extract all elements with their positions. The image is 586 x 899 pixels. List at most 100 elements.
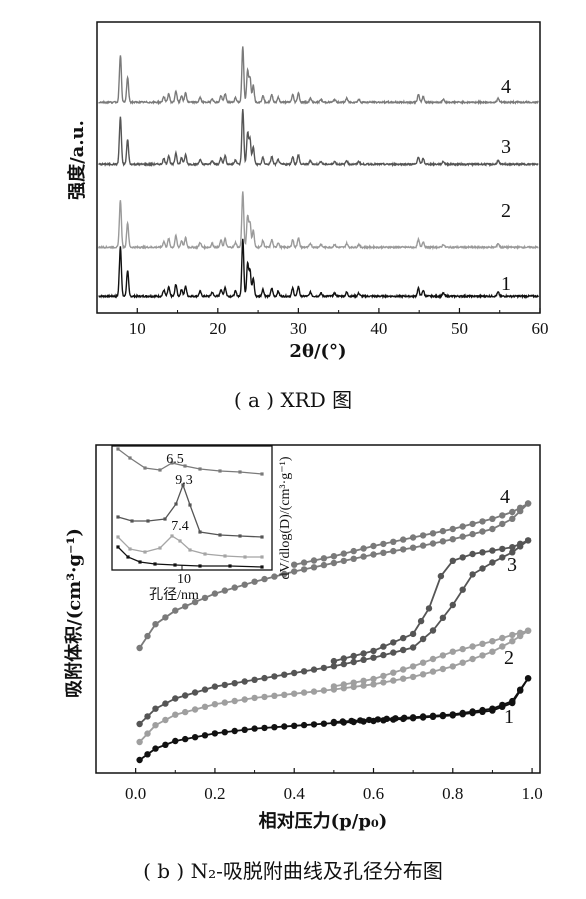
bet-point-4 xyxy=(429,540,437,547)
bet-point-4 xyxy=(409,534,417,541)
bet-point-3 xyxy=(221,681,228,689)
bet-point-4 xyxy=(310,557,318,564)
inset-point-3 xyxy=(218,533,222,537)
bet-point-4 xyxy=(350,555,357,562)
bet-caption: ( b ) N₂-吸脱附曲线及孔径分布图 xyxy=(143,859,443,883)
bet-point-3 xyxy=(310,666,318,673)
bet-point-3 xyxy=(509,549,516,556)
bet-point-3 xyxy=(517,540,524,547)
bet-point-2 xyxy=(136,738,143,746)
bet-point-3 xyxy=(499,545,506,553)
bet-tick-label: 0.8 xyxy=(442,784,463,803)
inset-peak-label-65: 6.5 xyxy=(166,452,184,467)
bet-point-3 xyxy=(340,655,347,662)
xrd-tick-label: 50 xyxy=(451,319,468,338)
inset-point-4 xyxy=(128,456,132,460)
inset-point-4 xyxy=(238,470,242,474)
bet-point-4 xyxy=(449,536,456,543)
bet-point-1 xyxy=(172,737,179,745)
inset-point-2 xyxy=(178,539,182,543)
bet-point-1 xyxy=(182,735,189,743)
bet-point-4 xyxy=(182,603,189,610)
bet-point-1 xyxy=(291,722,298,729)
inset-point-2 xyxy=(170,534,174,538)
bet-point-3 xyxy=(437,572,445,580)
inset-point-3 xyxy=(198,530,202,534)
bet-point-4 xyxy=(231,584,238,591)
xrd-tick-label: 10 xyxy=(129,319,146,338)
bet-point-2 xyxy=(191,706,199,713)
inset-point-2 xyxy=(158,546,162,550)
bet-point-3 xyxy=(152,705,159,712)
bet-point-4 xyxy=(489,515,496,522)
bet-point-4 xyxy=(439,538,447,545)
bet-x-axis-title: 相对压力(p/p₀) xyxy=(259,810,388,832)
bet-point-4 xyxy=(291,561,298,568)
bet-point-1 xyxy=(449,711,456,718)
bet-point-1 xyxy=(509,697,516,705)
bet-point-3 xyxy=(291,669,298,677)
inset-peak-label-74: 7.4 xyxy=(171,519,189,534)
inset-point-1 xyxy=(198,564,202,568)
bet-point-3 xyxy=(479,565,486,572)
xrd-curves xyxy=(97,46,540,300)
bet-point-2 xyxy=(300,689,308,696)
bet-point-2 xyxy=(439,652,447,659)
bet-point-4 xyxy=(172,607,179,614)
bet-point-3 xyxy=(469,571,476,578)
inset-point-1 xyxy=(153,562,157,566)
xrd-curve-3 xyxy=(98,109,539,168)
inset-y-axis-title: dV/dlog(D)/(cm³·g⁻¹) xyxy=(278,456,293,579)
bet-point-2 xyxy=(251,694,258,702)
inset-x-axis-title: 孔径/nm xyxy=(149,587,199,603)
bet-point-1 xyxy=(524,675,532,682)
bet-point-2 xyxy=(419,671,427,678)
bet-point-4 xyxy=(419,542,427,549)
inset-point-4 xyxy=(218,469,222,473)
inset-point-4 xyxy=(143,466,147,470)
bet-point-4 xyxy=(300,566,308,573)
inset-point-4 xyxy=(260,472,264,476)
bet-point-3 xyxy=(370,647,377,655)
xrd-series-tag-4: 4 xyxy=(501,76,511,98)
bet-point-1 xyxy=(281,723,288,730)
inset-peak-label-93: 9.3 xyxy=(175,473,193,488)
bet-point-2 xyxy=(241,696,248,703)
bet-panel: 0.0 0.2 0.4 0.6 0.8 1.0 1 2 3 4 相对压力(p/p₀) 吸附体积/… xyxy=(63,444,543,883)
bet-point-4 xyxy=(400,536,407,543)
inset-curves xyxy=(116,447,264,569)
bet-point-2 xyxy=(517,629,524,636)
bet-point-3 xyxy=(360,656,367,663)
bet-point-3 xyxy=(409,630,417,638)
bet-point-2 xyxy=(172,711,179,718)
bet-point-4 xyxy=(320,555,328,562)
bet-point-4 xyxy=(136,644,143,652)
bet-point-3 xyxy=(459,586,466,593)
bet-point-4 xyxy=(499,520,506,528)
bet-point-2 xyxy=(400,666,407,673)
bet-point-1 xyxy=(419,713,427,720)
bet-point-1 xyxy=(261,724,268,732)
bet-point-2 xyxy=(409,673,417,681)
bet-point-1 xyxy=(271,724,278,731)
inset-curve-4 xyxy=(117,448,263,475)
bet-point-4 xyxy=(479,528,486,535)
bet-point-2 xyxy=(340,681,347,688)
bet-point-3 xyxy=(241,678,248,685)
bet-point-3 xyxy=(281,671,288,678)
bet-point-1 xyxy=(469,708,476,715)
bet-point-3 xyxy=(261,674,268,682)
bet-point-4 xyxy=(271,573,278,580)
bet-series-tag-1: 1 xyxy=(504,706,514,728)
bet-point-4 xyxy=(517,504,524,511)
xrd-series-tag-1: 1 xyxy=(501,273,511,295)
inset-point-3 xyxy=(174,502,178,506)
xrd-x-ticks: 10 20 30 40 50 60 xyxy=(96,308,549,338)
bet-point-2 xyxy=(390,669,397,676)
bet-point-3 xyxy=(162,700,169,707)
bet-point-2 xyxy=(310,688,318,695)
inset-point-3 xyxy=(116,515,120,519)
bet-point-2 xyxy=(524,627,532,634)
bet-point-2 xyxy=(509,631,516,639)
xrd-caption: ( a ) XRD 图 xyxy=(234,388,352,412)
